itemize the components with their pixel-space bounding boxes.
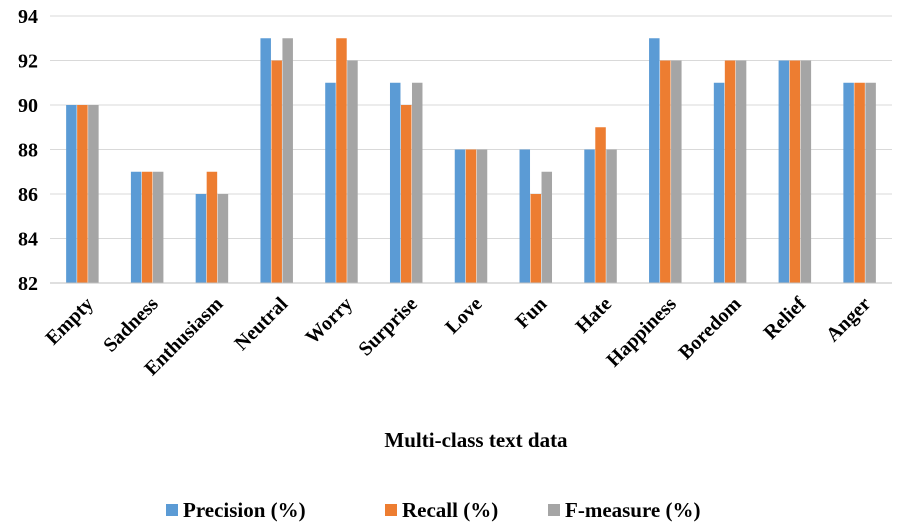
bar-neutral-precision	[260, 38, 271, 283]
x-category-label: Boredom	[675, 293, 746, 364]
y-tick-label: 86	[18, 184, 38, 206]
bar-boredom-f-measure	[735, 60, 747, 283]
bar-relief-f-measure	[800, 60, 812, 283]
x-category-label: Love	[441, 293, 486, 338]
legend-swatch	[385, 504, 397, 516]
x-category-label: Worry	[301, 293, 357, 349]
x-axis-title: Multi-class text data	[384, 428, 568, 452]
bar-empty-precision	[66, 105, 77, 283]
x-category-label: Fun	[511, 293, 551, 333]
y-tick-label: 90	[18, 95, 38, 117]
bar-happiness-precision	[649, 38, 660, 283]
bar-surprise-precision	[389, 82, 401, 283]
x-category-label: Sadness	[99, 293, 163, 357]
bar-hate-precision	[584, 149, 595, 283]
bar-hate-recall	[595, 127, 606, 283]
bar-neutral-f-measure	[282, 38, 293, 283]
bar-happiness-recall	[660, 60, 671, 283]
y-axis-ticks: 82 84 86 88 90 92 94	[18, 6, 38, 295]
legend-label: Recall (%)	[402, 498, 498, 522]
bar-boredom-precision	[713, 82, 725, 283]
x-category-label: Neutral	[230, 293, 292, 355]
bar-enthusiasm-recall	[206, 171, 218, 283]
bar-love-f-measure	[476, 149, 488, 283]
bar-hate-f-measure	[606, 149, 617, 283]
bar-enthusiasm-precision	[195, 194, 207, 283]
bar-sadness-recall	[141, 171, 153, 283]
y-tick-label: 82	[18, 273, 38, 295]
legend: Precision (%) Recall (%) F-measure (%)	[166, 498, 701, 522]
x-category-label: Relief	[759, 293, 810, 344]
x-category-label: Empty	[41, 293, 97, 349]
bar-anger-recall	[854, 82, 865, 283]
y-tick-label: 88	[18, 140, 38, 162]
y-tick-label: 92	[18, 51, 38, 73]
bar-anger-precision	[843, 82, 854, 283]
bar-fun-recall	[530, 194, 542, 283]
bar-neutral-recall	[271, 60, 282, 283]
bars	[66, 38, 876, 283]
x-category-label: Happiness	[602, 293, 681, 372]
bar-boredom-recall	[724, 60, 736, 283]
legend-swatch	[166, 504, 178, 516]
legend-label: F-measure (%)	[565, 498, 701, 522]
x-category-label: Surprise	[354, 293, 422, 361]
bar-worry-recall	[336, 38, 347, 283]
x-category-label: Hate	[571, 293, 616, 338]
bar-surprise-f-measure	[411, 82, 423, 283]
bar-worry-f-measure	[347, 60, 358, 283]
bar-fun-precision	[519, 149, 531, 283]
y-tick-label: 94	[18, 6, 38, 28]
bar-relief-recall	[789, 60, 801, 283]
bar-empty-f-measure	[88, 105, 99, 283]
bar-anger-f-measure	[865, 82, 876, 283]
bar-love-precision	[454, 149, 466, 283]
y-tick-label: 84	[18, 229, 38, 251]
bar-relief-precision	[778, 60, 790, 283]
bar-happiness-f-measure	[671, 60, 682, 283]
bar-empty-recall	[77, 105, 88, 283]
bar-sadness-f-measure	[152, 171, 164, 283]
bar-worry-precision	[325, 82, 336, 283]
x-category-label: Anger	[822, 293, 875, 346]
legend-swatch	[548, 504, 560, 516]
bar-enthusiasm-f-measure	[217, 194, 229, 283]
bar-sadness-precision	[130, 171, 142, 283]
bar-love-recall	[465, 149, 477, 283]
bar-fun-f-measure	[541, 171, 553, 283]
legend-label: Precision (%)	[183, 498, 306, 522]
bar-surprise-recall	[400, 105, 412, 283]
